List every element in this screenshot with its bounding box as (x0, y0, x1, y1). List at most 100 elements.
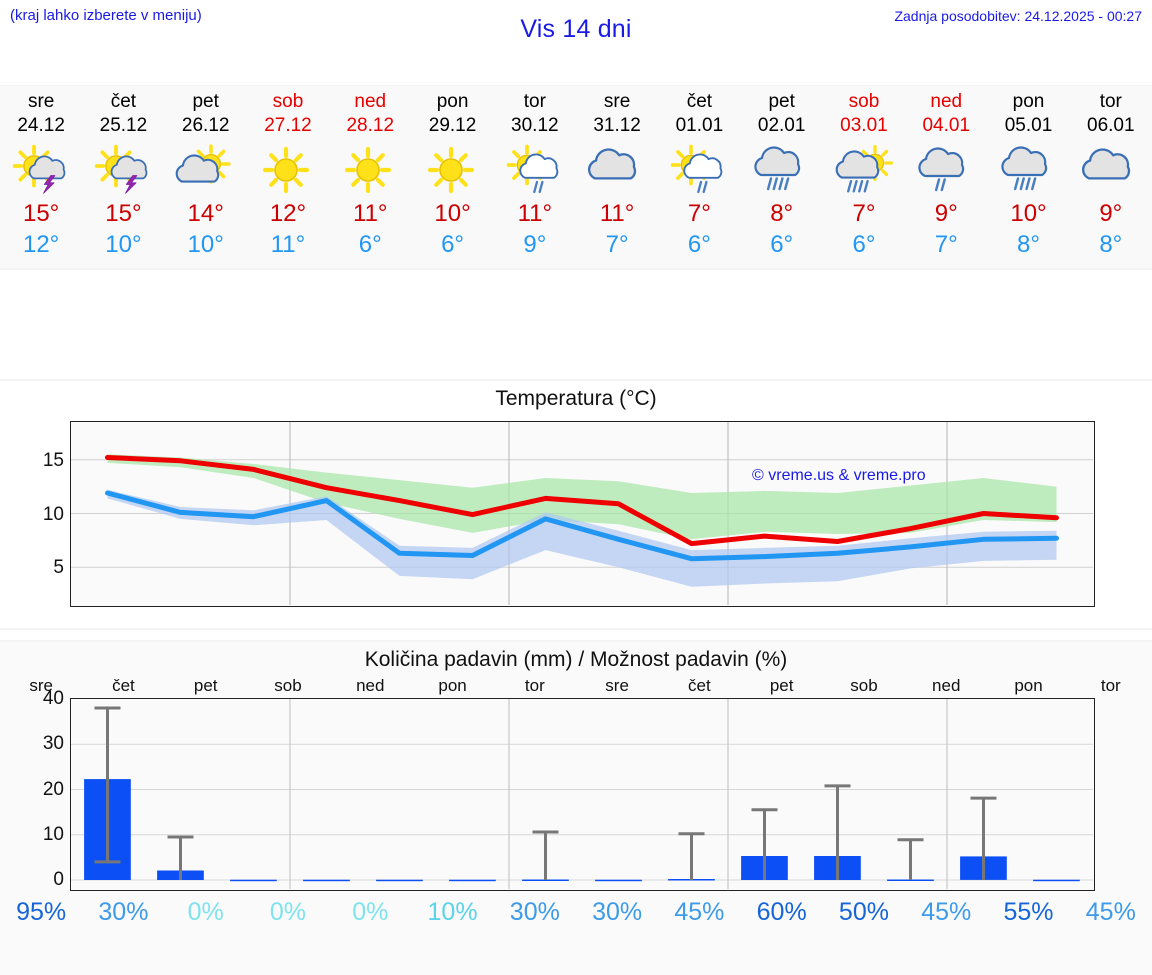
day-date: 28.12 (346, 115, 395, 136)
top-bar: (kraj lahko izberete v meniju) Vis 14 dn… (0, 0, 1152, 58)
precipitation-probability: 45% (674, 898, 725, 926)
day-date: 06.01 (1087, 115, 1135, 136)
day-temp-min: 7° (934, 231, 958, 258)
precipitation-probability: 0% (269, 898, 307, 926)
precipitation-y-tick: 40 (42, 688, 64, 709)
day-column[interactable]: ned 28.12 11° 6° (329, 86, 411, 268)
day-temp-min: 8° (1017, 231, 1040, 258)
day-column[interactable]: sob 03.01 7° 6° (823, 86, 905, 268)
precipitation-plot-area (70, 698, 1095, 891)
temperature-plot-area (70, 421, 1095, 607)
precipitation-probability: 30% (98, 898, 149, 926)
day-temp-min: 9° (523, 231, 547, 258)
menu-hint[interactable]: (kraj lahko izberete v meniju) (10, 7, 202, 24)
sun-icon (247, 140, 329, 198)
day-name: pet (768, 91, 795, 112)
precipitation-probability: 0% (187, 898, 224, 926)
day-temp-min: 12° (22, 231, 60, 258)
day-temp-min: 10° (105, 231, 142, 258)
precipitation-day-label: pet (769, 676, 794, 695)
day-column[interactable]: pon 05.01 10° 8° (987, 86, 1069, 268)
day-column[interactable]: pet 02.01 8° 6° (741, 86, 823, 268)
day-name: pon (1012, 91, 1045, 112)
precipitation-probability: 95% (16, 898, 67, 926)
precipitation-probability: 55% (1003, 898, 1054, 926)
day-column[interactable]: pet 26.12 14° 10° (165, 86, 247, 268)
precipitation-day-label: ned (356, 676, 385, 695)
precipitation-day-label: tor (524, 676, 545, 695)
sun-cloud-rain-icon (823, 140, 905, 198)
day-date: 05.01 (1004, 115, 1053, 136)
day-temp-max: 8° (770, 200, 794, 227)
divider-prec-top (0, 640, 1152, 642)
precipitation-probability-row: 95% 30% 0% 0% 0% 10% 30% 30% 45% 60% 50% 45% 55% 45% (0, 898, 1152, 934)
precipitation-probability: 10% (427, 898, 478, 926)
precipitation-probability: 50% (838, 898, 889, 926)
day-column[interactable]: sre 31.12 11° 7° (576, 86, 658, 268)
day-name: sob (848, 91, 880, 112)
day-temp-max: 14° (187, 200, 224, 227)
day-date: 04.01 (922, 115, 970, 136)
day-date: 31.12 (593, 115, 641, 136)
day-name: čet (110, 91, 137, 112)
day-date: 25.12 (99, 115, 148, 136)
day-name: sre (603, 91, 631, 112)
day-temp-max: 12° (269, 200, 307, 227)
day-temp-max: 15° (105, 200, 142, 227)
cloud-rain-icon (987, 140, 1069, 198)
precipitation-probability: 0% (352, 898, 389, 926)
precipitation-day-label: čet (112, 676, 135, 695)
temperature-y-tick: 15 (42, 449, 64, 471)
precipitation-y-tick: 30 (42, 733, 64, 755)
divider-days-bottom (0, 268, 1152, 270)
cloud-rain-light-icon (905, 140, 987, 198)
sun-cloud-thunder-icon (82, 140, 164, 198)
day-temp-max: 9° (934, 200, 958, 227)
cloud-icon (576, 140, 658, 198)
sun-icon (411, 140, 493, 198)
day-temp-min: 8° (1099, 231, 1123, 258)
cloud-rain-icon (741, 140, 823, 198)
day-temp-min: 10° (187, 231, 224, 258)
temperature-y-tick: 5 (53, 557, 64, 579)
precipitation-y-tick: 10 (42, 823, 64, 845)
day-date: 01.01 (675, 115, 724, 136)
cloud-icon (1070, 140, 1152, 198)
precipitation-day-label: ned (932, 676, 961, 695)
sun-cloud-rain-light-icon (658, 140, 740, 198)
day-column[interactable]: tor 06.01 9° 8° (1070, 86, 1152, 268)
day-name: ned (930, 91, 963, 112)
day-date: 30.12 (511, 115, 559, 136)
day-name: sob (272, 91, 304, 112)
precipitation-day-label: tor (1100, 676, 1121, 695)
day-column[interactable]: čet 01.01 7° 6° (658, 86, 740, 268)
day-column[interactable]: čet 25.12 15° 10° (82, 86, 164, 268)
precipitation-day-label: sre (29, 676, 53, 695)
day-column[interactable]: ned 04.01 9° 7° (905, 86, 987, 268)
precipitation-chart-title: Količina padavin (mm) / Možnost padavin … (364, 648, 788, 671)
day-column[interactable]: tor 30.12 11° 9° (494, 86, 576, 268)
precipitation-probability: 30% (592, 898, 643, 926)
day-temp-max: 10° (1010, 200, 1047, 227)
day-temp-max: 7° (687, 200, 711, 227)
day-column[interactable]: pon 29.12 10° 6° (411, 86, 493, 268)
day-name: ned (354, 91, 387, 112)
day-date: 24.12 (17, 115, 65, 136)
precipitation-probability: 45% (921, 898, 972, 926)
day-temp-max: 7° (852, 200, 876, 227)
temperature-y-tick: 10 (42, 503, 64, 525)
day-temp-min: 6° (770, 231, 794, 258)
precipitation-day-label: sob (850, 676, 878, 695)
daily-forecast-strip: sre 24.12 15° 12° čet 25.12 15° 10° pet 26.12 14° 1… (0, 86, 1152, 268)
day-temp-max: 9° (1099, 200, 1123, 227)
day-name: pon (436, 91, 469, 112)
sun-cloud-rain-light-icon (494, 140, 576, 198)
sun-cloud-thunder-icon (0, 140, 82, 198)
day-name: tor (1099, 91, 1122, 112)
day-date: 03.01 (840, 115, 888, 136)
day-column[interactable]: sre 24.12 15° 12° (0, 86, 82, 268)
precipitation-y-tick: 20 (42, 778, 64, 800)
day-temp-max: 15° (22, 200, 60, 227)
precipitation-day-labels: sre čet pet sob ned pon tor sre čet pet sob ned pon t… (0, 676, 1152, 698)
day-column[interactable]: sob 27.12 12° 11° (247, 86, 329, 268)
